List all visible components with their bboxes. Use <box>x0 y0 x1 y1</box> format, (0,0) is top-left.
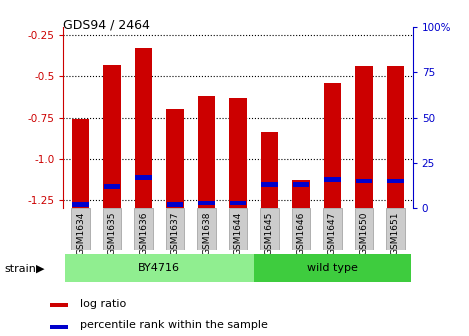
Bar <box>135 48 152 208</box>
FancyBboxPatch shape <box>166 208 184 250</box>
Bar <box>261 132 278 208</box>
Text: GSM1635: GSM1635 <box>107 212 117 255</box>
Text: strain: strain <box>5 264 37 274</box>
Bar <box>72 202 89 207</box>
FancyBboxPatch shape <box>103 208 121 250</box>
Text: GSM1638: GSM1638 <box>202 212 211 255</box>
Text: percentile rank within the sample: percentile rank within the sample <box>80 320 268 330</box>
FancyBboxPatch shape <box>197 208 216 250</box>
Text: GSM1646: GSM1646 <box>296 212 305 255</box>
Text: log ratio: log ratio <box>80 299 126 308</box>
Text: GSM1644: GSM1644 <box>234 212 242 255</box>
Bar <box>72 119 89 208</box>
Bar <box>50 325 68 329</box>
Bar <box>356 67 372 208</box>
Bar <box>229 98 247 208</box>
FancyBboxPatch shape <box>260 208 279 250</box>
Bar <box>293 182 309 187</box>
Bar <box>136 175 152 180</box>
Text: GSM1637: GSM1637 <box>171 212 180 255</box>
Text: GSM1650: GSM1650 <box>359 212 369 255</box>
Text: GSM1634: GSM1634 <box>76 212 85 255</box>
Bar <box>261 182 278 187</box>
Bar <box>198 201 215 205</box>
Text: ▶: ▶ <box>36 264 45 274</box>
Bar <box>104 65 121 208</box>
Bar <box>104 184 121 189</box>
FancyBboxPatch shape <box>386 208 405 250</box>
Text: GSM1651: GSM1651 <box>391 212 400 255</box>
FancyBboxPatch shape <box>254 254 411 282</box>
Bar <box>50 303 68 307</box>
FancyBboxPatch shape <box>229 208 247 250</box>
Bar <box>166 109 184 208</box>
FancyBboxPatch shape <box>292 208 310 250</box>
Text: BY4716: BY4716 <box>138 263 180 273</box>
Text: GSM1647: GSM1647 <box>328 212 337 255</box>
FancyBboxPatch shape <box>71 208 90 250</box>
Bar <box>387 67 404 208</box>
Bar <box>356 179 372 183</box>
Text: GDS94 / 2464: GDS94 / 2464 <box>63 18 150 32</box>
FancyBboxPatch shape <box>65 254 254 282</box>
FancyBboxPatch shape <box>134 208 153 250</box>
Bar <box>324 83 341 208</box>
FancyBboxPatch shape <box>323 208 342 250</box>
Bar <box>387 179 404 183</box>
FancyBboxPatch shape <box>355 208 373 250</box>
Text: wild type: wild type <box>307 263 358 273</box>
Text: GSM1636: GSM1636 <box>139 212 148 255</box>
Bar <box>167 202 183 207</box>
Bar <box>198 96 215 208</box>
Bar <box>324 177 340 181</box>
Bar <box>292 180 310 208</box>
Text: GSM1645: GSM1645 <box>265 212 274 255</box>
Bar <box>230 201 246 205</box>
